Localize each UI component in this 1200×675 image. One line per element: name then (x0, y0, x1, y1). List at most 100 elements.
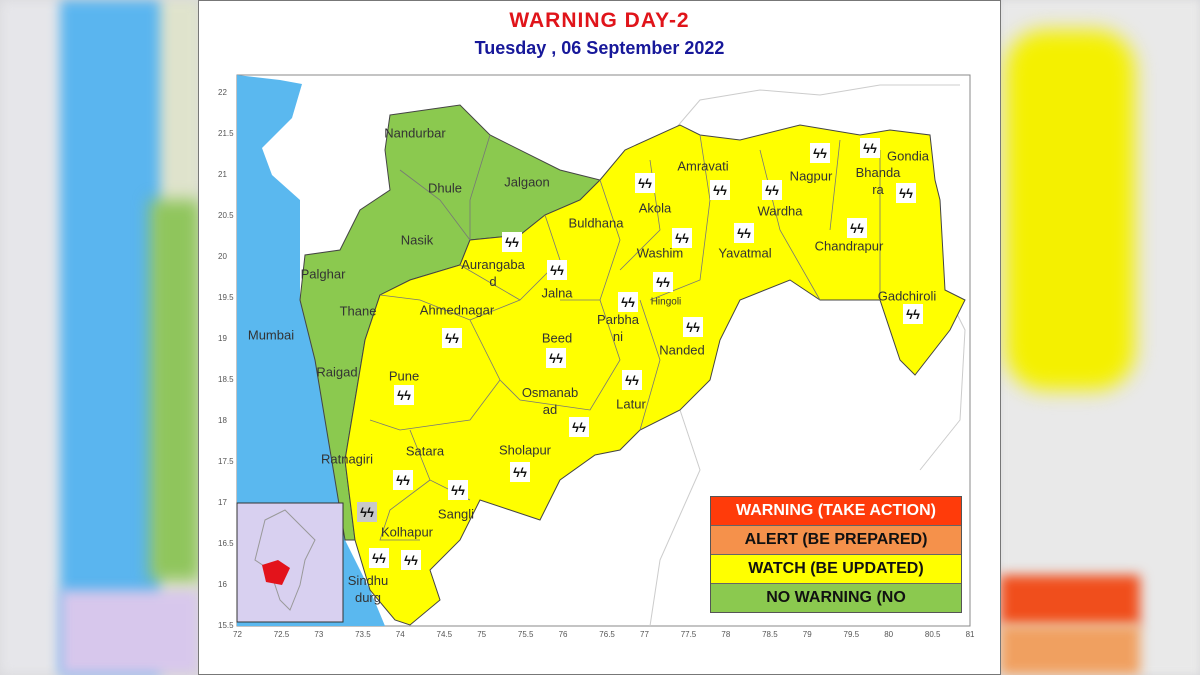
blurred-background-left-land (150, 200, 200, 580)
y-tick-label: 18.5 (218, 375, 234, 384)
thunderstorm-lightning-icon: ϟϟ (394, 385, 414, 405)
thunderstorm-lightning-icon: ϟϟ (393, 470, 413, 490)
legend-warning: WARNING (TAKE ACTION) (711, 497, 961, 526)
district-label-ahmednagar: Ahmednagar (419, 302, 495, 318)
x-tick-label: 81 (965, 630, 975, 639)
district-label-akola: Akola (638, 200, 672, 216)
y-tick-label: 20.5 (218, 211, 234, 220)
thunderstorm-lightning-icon: ϟϟ (847, 218, 867, 238)
x-tick-label: 80.5 (924, 630, 941, 639)
thunderstorm-lightning-icon: ϟϟ (569, 417, 589, 437)
arabian-sea (237, 75, 385, 626)
thunderstorm-lightning-icon: ϟϟ (810, 143, 830, 163)
thunderstorm-lightning-icon: ϟϟ (369, 548, 389, 568)
x-tick-label: 75.5 (517, 630, 534, 639)
x-tick-label: 77 (640, 630, 649, 639)
thunderstorm-lightning-icon: ϟϟ (672, 228, 692, 248)
thunderstorm-lightning-icon: ϟϟ (502, 232, 522, 252)
thunderstorm-lightning-icon: ϟϟ (896, 183, 916, 203)
thunderstorm-lightning-icon: ϟϟ (653, 272, 673, 292)
y-tick-label: 21.5 (218, 129, 234, 138)
district-label-buldhana: Buldhana (568, 215, 624, 231)
map-legend: WARNING (TAKE ACTION) ALERT (BE PREPARED… (710, 496, 962, 613)
thunderstorm-lightning-icon: ϟϟ (448, 480, 468, 500)
district-label-dhule: Dhule (428, 180, 462, 196)
thunderstorm-lightning-icon: ϟϟ (546, 348, 566, 368)
district-label-yavatmal: Yavatmal (718, 245, 772, 261)
y-tick-label: 17.5 (218, 457, 234, 466)
x-tick-label: 73 (314, 630, 324, 639)
district-label-sindhudurg: Sindhu durg (347, 573, 389, 605)
district-label-nagpur: Nagpur (789, 168, 833, 184)
y-tick-label: 21 (218, 170, 227, 179)
thunderstorm-lightning-icon: ϟϟ (622, 370, 642, 390)
district-label-jalgaon: Jalgaon (504, 174, 550, 190)
thunderstorm-lightning-icon: ϟϟ (710, 180, 730, 200)
thunderstorm-lightning-icon: ϟϟ (357, 502, 377, 522)
x-tick-label: 74 (395, 630, 405, 639)
district-label-thane: Thane (339, 303, 377, 319)
y-tick-label: 17 (218, 498, 227, 507)
y-tick-label: 16 (218, 580, 227, 589)
district-label-washim: Washim (636, 245, 684, 261)
district-label-satara: Satara (405, 443, 445, 459)
district-label-palghar: Palghar (300, 266, 346, 282)
x-tick-label: 72 (233, 630, 242, 639)
x-tick-label: 76 (558, 630, 568, 639)
district-label-beed: Beed (541, 330, 573, 346)
x-tick-label: 79.5 (843, 630, 860, 639)
district-label-chandrapur: Chandrapur (814, 238, 884, 254)
district-label-amravati: Amravati (677, 158, 729, 174)
map-date-subtitle: Tuesday , 06 September 2022 (474, 38, 725, 58)
thunderstorm-lightning-icon: ϟϟ (903, 304, 923, 324)
x-tick-label: 78 (721, 630, 731, 639)
map-title: WARNING DAY-2 (509, 9, 690, 32)
y-tick-label: 15.5 (218, 621, 234, 630)
inset-maharashtra-highlight (262, 560, 290, 585)
blurred-background-left-inset (60, 590, 200, 675)
x-tick-label: 80 (884, 630, 894, 639)
y-tick-label: 22 (218, 88, 227, 97)
blurred-background-right-map (1005, 30, 1135, 390)
district-label-aurangabad: Aurangaba d (461, 257, 525, 289)
y-tick-label: 19 (218, 334, 227, 343)
x-tick-label: 72.5 (273, 630, 290, 639)
thunderstorm-lightning-icon: ϟϟ (762, 180, 782, 200)
district-borders (369, 134, 881, 541)
district-label-ratnagiri: Ratnagiri (320, 451, 374, 467)
thunderstorm-lightning-icon: ϟϟ (635, 173, 655, 193)
x-tick-label: 77.5 (680, 630, 697, 639)
district-label-bhandara: Bhanda ra (855, 165, 901, 197)
x-tick-label: 74.5 (436, 630, 453, 639)
district-label-sholapur: Sholapur (498, 442, 552, 458)
legend-alert: ALERT (BE PREPARED) (711, 526, 961, 555)
district-label-sangli: Sangli (437, 506, 475, 522)
district-label-jalna: Jalna (541, 285, 573, 301)
y-tick-label: 19.5 (218, 293, 234, 302)
legend-no-warning: NO WARNING (NO (711, 584, 961, 612)
y-tick-label: 20 (218, 252, 227, 261)
x-tick-label: 78.5 (762, 630, 778, 639)
district-label-osmanabad: Osmanab ad (521, 385, 579, 417)
district-label-gondia: Gondia (887, 148, 929, 164)
thunderstorm-lightning-icon: ϟϟ (547, 260, 567, 280)
y-tick-label: 18 (218, 416, 227, 425)
x-tick-label: 73.5 (355, 630, 371, 639)
thunderstorm-lightning-icon: ϟϟ (442, 328, 462, 348)
blurred-background-right-legend (1000, 575, 1140, 625)
district-label-pune: Pune (388, 368, 420, 384)
district-label-kolhapur: Kolhapur (380, 524, 434, 540)
thunderstorm-lightning-icon: ϟϟ (734, 223, 754, 243)
district-label-latur: Latur (616, 396, 646, 412)
thunderstorm-lightning-icon: ϟϟ (401, 550, 421, 570)
district-label-nasik: Nasik (400, 232, 434, 248)
district-label-gadchiroli: Gadchiroli (877, 288, 937, 304)
district-label-wardha: Wardha (757, 203, 803, 219)
x-tick-label: 76.5 (599, 630, 615, 639)
district-label-nandurbar: Nandurbar (384, 125, 446, 141)
district-label-mumbai: Mumbai (247, 327, 295, 343)
y-tick-label: 16.5 (218, 539, 234, 548)
district-label-raigad: Raigad (316, 364, 358, 380)
x-tick-label: 75 (477, 630, 487, 639)
